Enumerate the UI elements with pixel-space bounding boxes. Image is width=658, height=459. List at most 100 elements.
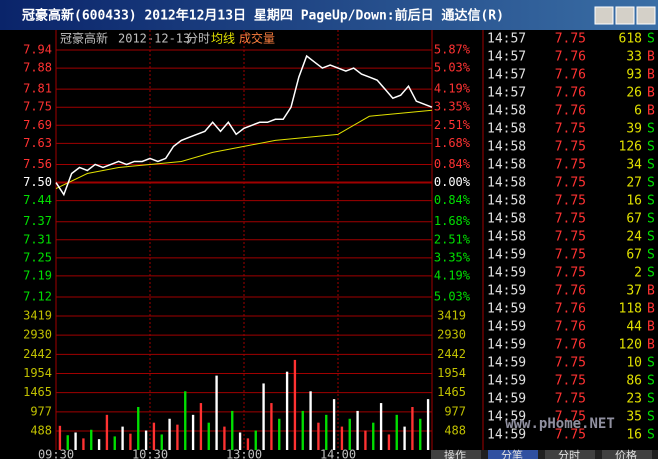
trade-time: 14:59	[487, 410, 526, 425]
trade-side: B	[647, 86, 655, 101]
trade-volume: 27	[626, 176, 642, 191]
trade-time: 14:59	[487, 338, 526, 353]
trade-volume: 126	[619, 140, 642, 155]
trade-price: 7.75	[555, 428, 586, 443]
pct-label: 4.19%	[434, 82, 471, 96]
pct-label: 5.03%	[434, 290, 471, 304]
volume-bar	[403, 426, 406, 450]
volume-bar	[426, 399, 430, 450]
vol-label: 977	[444, 404, 466, 418]
volume-bar	[293, 359, 297, 450]
volume-bar	[199, 403, 203, 450]
trade-time: 14:57	[487, 68, 526, 83]
tab[interactable]	[545, 450, 595, 459]
volume-bar	[309, 391, 312, 450]
trade-side: S	[647, 176, 655, 191]
pct-label: 0.84%	[434, 193, 471, 207]
trade-price: 7.75	[555, 158, 586, 173]
trade-price: 7.76	[555, 104, 586, 119]
vol-label: 1465	[23, 385, 52, 399]
trade-side: S	[647, 194, 655, 209]
price-label: 7.81	[23, 82, 52, 96]
volume-bar	[105, 414, 109, 450]
volume-bar	[82, 438, 85, 450]
trade-time: 14:59	[487, 248, 526, 263]
trade-side: S	[647, 212, 655, 227]
trade-time: 14:58	[487, 158, 526, 173]
price-label: 7.37	[23, 214, 52, 228]
tab-label[interactable]: 操作	[444, 448, 466, 459]
tab[interactable]	[488, 450, 538, 459]
price-label: 7.44	[23, 193, 52, 207]
pct-label: 0.00%	[434, 175, 471, 189]
volume-bar	[238, 432, 242, 450]
trade-volume: 120	[619, 338, 642, 353]
trade-side: S	[647, 140, 655, 155]
close-button[interactable]	[636, 6, 656, 25]
volume-bar	[113, 436, 116, 450]
tab-label[interactable]: 分笔	[501, 448, 523, 459]
price-label: 7.75	[23, 100, 52, 114]
trade-price: 7.76	[555, 68, 586, 83]
volume-bar	[411, 406, 414, 450]
trade-time: 14:59	[487, 320, 526, 335]
trade-price: 7.75	[555, 266, 586, 281]
trade-time: 14:59	[487, 266, 526, 281]
chart-date: 2012-12-13	[118, 32, 190, 46]
time-label: 09:30	[38, 448, 74, 459]
trade-time: 14:58	[487, 140, 526, 155]
volume-bar	[301, 410, 304, 450]
trade-volume: 93	[626, 68, 642, 83]
trade-time: 14:57	[487, 32, 526, 47]
volume-bar	[121, 426, 124, 450]
trade-volume: 86	[626, 374, 642, 389]
volume-bar	[58, 425, 62, 450]
volume-bar	[231, 410, 234, 450]
tab-label[interactable]: 分时	[558, 449, 580, 459]
volume-bar	[395, 414, 398, 450]
minimize-button[interactable]	[594, 6, 614, 25]
pct-label: 4.19%	[434, 268, 471, 282]
trade-price: 7.76	[555, 50, 586, 65]
trade-time: 14:58	[487, 122, 526, 137]
trade-volume: 16	[626, 194, 642, 209]
trade-volume: 26	[626, 86, 642, 101]
time-label: 10:30	[132, 448, 168, 459]
volume-bar	[168, 418, 171, 450]
chart-mode: 分时	[186, 32, 210, 46]
price-label: 7.56	[23, 157, 52, 171]
time-label: 13:00	[226, 448, 262, 459]
volume-bar	[137, 406, 140, 450]
volume-bar	[215, 375, 218, 450]
tab-label[interactable]: 价格	[615, 448, 637, 459]
trade-price: 7.75	[555, 374, 586, 389]
volume-bar	[207, 422, 210, 450]
volume-bar	[144, 430, 148, 450]
volume-bar	[356, 410, 359, 450]
trade-volume: 39	[626, 122, 642, 137]
trade-side: S	[647, 374, 655, 389]
tab[interactable]	[602, 450, 652, 459]
trade-volume: 35	[626, 410, 642, 425]
price-label: 7.88	[23, 61, 52, 75]
trade-price: 7.76	[555, 338, 586, 353]
trade-volume: 44	[626, 320, 642, 335]
maximize-button[interactable]	[615, 6, 635, 25]
pct-label: 2.51%	[434, 232, 471, 246]
trade-price: 7.76	[555, 320, 586, 335]
vol-label: 2442	[23, 347, 52, 361]
trade-price: 7.75	[555, 122, 586, 137]
trade-time: 14:58	[487, 194, 526, 209]
trade-side: S	[647, 410, 655, 425]
trade-price: 7.75	[555, 194, 586, 209]
trade-side: S	[647, 428, 655, 443]
trade-price: 7.75	[555, 230, 586, 245]
volume-bar	[317, 422, 320, 450]
tab[interactable]	[431, 450, 481, 459]
trade-volume: 23	[626, 392, 642, 407]
trade-time: 14:58	[487, 176, 526, 191]
time-label: 14:00	[320, 448, 356, 459]
price-label: 7.19	[23, 268, 52, 282]
volume-bar	[254, 430, 257, 450]
trade-side: S	[647, 248, 655, 263]
